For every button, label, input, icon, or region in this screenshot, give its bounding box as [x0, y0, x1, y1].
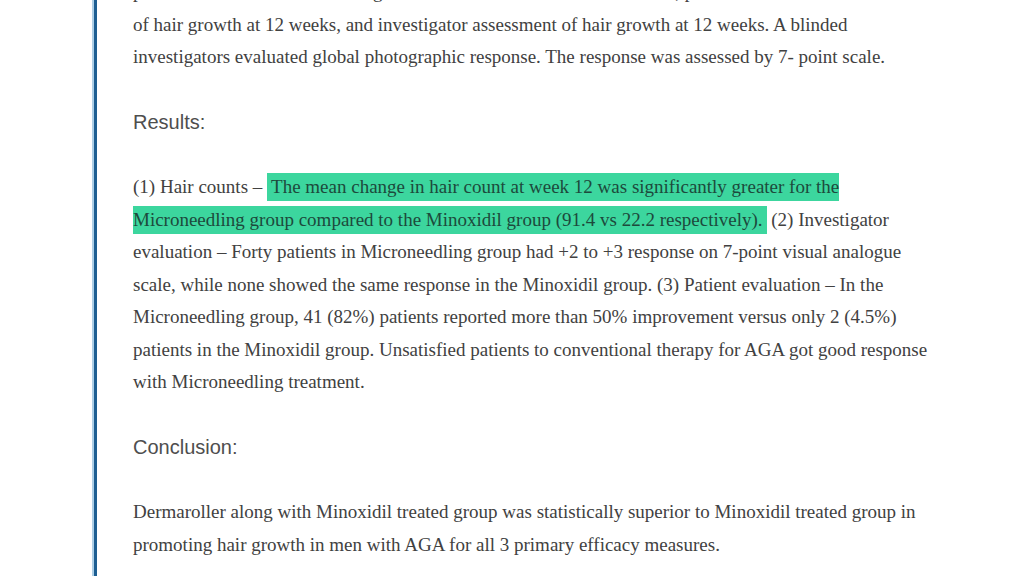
article-page: parameters assessed were: change from ba… — [0, 0, 1024, 576]
conclusion-text: Dermaroller along with Minoxidil treated… — [133, 501, 916, 555]
results-paragraph: (1) Hair counts – The mean change in hai… — [133, 171, 939, 399]
results-heading: Results: — [133, 106, 939, 139]
article-content: parameters assessed were: change from ba… — [133, 0, 939, 576]
methods-paragraph: parameters assessed were: change from ba… — [133, 0, 939, 74]
conclusion-heading: Conclusion: — [133, 431, 939, 464]
conclusion-paragraph: Dermaroller along with Minoxidil treated… — [133, 496, 939, 561]
results-text-before-highlight: (1) Hair counts – — [133, 176, 267, 197]
methods-paragraph-text: of hair growth at 12 weeks, and investig… — [133, 14, 885, 68]
left-border-line — [92, 0, 97, 576]
clipped-top-line: parameters assessed were: change from ba… — [133, 0, 939, 9]
results-text-after-highlight: (2) Investigator evaluation – Forty pati… — [133, 209, 927, 393]
